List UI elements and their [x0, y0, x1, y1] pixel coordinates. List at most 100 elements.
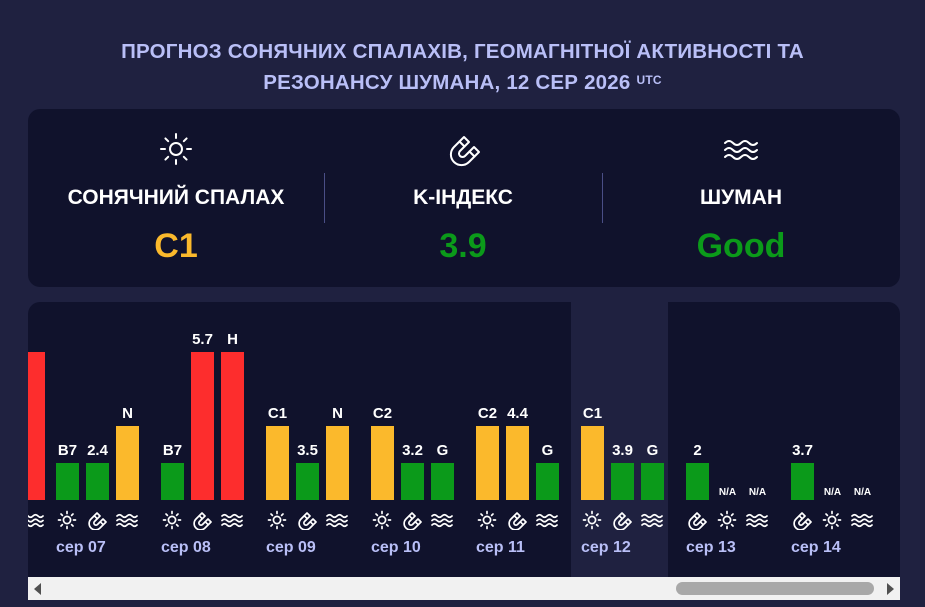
scroll-left-arrow-icon[interactable]: [34, 583, 41, 595]
bar-value-label: N/A: [823, 487, 842, 498]
sun-icon: [266, 510, 288, 530]
chart-bar[interactable]: [476, 426, 499, 500]
horizontal-scrollbar[interactable]: [28, 577, 900, 600]
flare-label: СОНЯЧНИЙ СПАЛАХ: [67, 186, 285, 209]
title-line-2-text: РЕЗОНАНСУ ШУМАНА, 12 СЕР 2026: [263, 71, 631, 94]
divider: [324, 173, 325, 223]
bar-value-label: G: [541, 442, 554, 459]
day-date-label: сер 11: [476, 539, 525, 556]
day-date-label: сер 09: [266, 539, 316, 556]
magnet-icon: [401, 510, 423, 531]
bar-value-label: 5.7: [192, 331, 213, 348]
chart-bar[interactable]: [791, 463, 814, 500]
bar-value-label: 3.2: [402, 442, 423, 459]
magnet-icon: [611, 510, 633, 531]
chart-bar[interactable]: [611, 463, 634, 500]
sun-icon: [821, 510, 843, 530]
chart-bar[interactable]: [116, 426, 139, 500]
schumann-label: ШУМАН: [700, 186, 782, 209]
sun-icon: [716, 510, 738, 530]
sun-icon: [161, 510, 183, 530]
magnet-icon: [86, 510, 108, 531]
day-date-label: сер 10: [371, 539, 421, 556]
waves-icon: [116, 510, 138, 530]
summary-kindex: K-ІНДЕКС 3.9: [324, 109, 602, 287]
magnet-icon: [449, 136, 480, 167]
chart-bar[interactable]: [221, 352, 244, 500]
sun-icon: [581, 510, 603, 530]
bar-value-label: N: [332, 405, 343, 422]
sun-icon: [56, 510, 78, 530]
chart-bar[interactable]: [28, 352, 45, 500]
chart-bar[interactable]: [86, 463, 109, 500]
chart-bar[interactable]: [56, 463, 79, 500]
page-title: ПРОГНОЗ СОНЯЧНИХ СПАЛАХІВ, ГЕОМАГНІТНОЇ …: [0, 36, 925, 98]
scrollbar-thumb[interactable]: [676, 582, 874, 595]
bar-value-label: 3.7: [792, 442, 813, 459]
bar-value-label: N/A: [853, 487, 872, 498]
bar-value-label: 4.4: [507, 405, 528, 422]
kindex-label: K-ІНДЕКС: [413, 186, 513, 209]
magnet-icon: [791, 510, 813, 531]
chart-bar[interactable]: [326, 426, 349, 500]
waves-icon: [221, 510, 243, 530]
chart-bar[interactable]: [266, 426, 289, 500]
day-date-label: сер 13: [686, 539, 736, 556]
bar-value-label: C1: [582, 405, 603, 422]
sun-icon: [160, 133, 192, 165]
bar-value-label: 3.5: [297, 442, 318, 459]
bar-value-label: C1: [267, 405, 288, 422]
timezone-label: UTC: [636, 73, 662, 87]
chart-bar[interactable]: [431, 463, 454, 500]
waves-icon: [431, 510, 453, 530]
day-date-label: сер 12: [581, 539, 631, 556]
chart-bar[interactable]: [296, 463, 319, 500]
magnet-icon: [506, 510, 528, 531]
title-line-2: РЕЗОНАНСУ ШУМАНА, 12 СЕР 2026 UTC: [0, 67, 925, 98]
bar-value-label: 3.9: [612, 442, 633, 459]
waves-icon: [746, 510, 768, 530]
summary-flare: СОНЯЧНИЙ СПАЛАХ C1: [28, 109, 324, 287]
kindex-value: 3.9: [439, 227, 487, 265]
bar-value-label: G: [436, 442, 449, 459]
bar-value-label: N/A: [748, 487, 767, 498]
day-date-label: сер 14: [791, 539, 841, 556]
bar-value-label: C2: [477, 405, 498, 422]
summary-panel: СОНЯЧНИЙ СПАЛАХ C1 K-ІНДЕКС 3.9 ШУМАН Go…: [28, 109, 900, 287]
waves-icon: [724, 140, 758, 160]
bar-value-label: N/A: [718, 487, 737, 498]
sun-icon: [476, 510, 498, 530]
flare-value: C1: [154, 227, 198, 265]
chart-bar[interactable]: [506, 426, 529, 500]
chart-bar[interactable]: [191, 352, 214, 500]
waves-icon: [326, 510, 348, 530]
chart-bar[interactable]: [686, 463, 709, 500]
waves-icon: [851, 510, 873, 530]
magnet-icon: [686, 510, 708, 531]
magnet-icon: [296, 510, 318, 531]
title-line-1: ПРОГНОЗ СОНЯЧНИХ СПАЛАХІВ, ГЕОМАГНІТНОЇ …: [121, 40, 804, 63]
chart-bar[interactable]: [581, 426, 604, 500]
chart-bar[interactable]: [371, 426, 394, 500]
day-date-label: сер 08: [161, 539, 211, 556]
chart-bar[interactable]: [641, 463, 664, 500]
chart-bar[interactable]: [536, 463, 559, 500]
magnet-icon: [191, 510, 213, 531]
scroll-right-arrow-icon[interactable]: [887, 583, 894, 595]
bar-value-label: C2: [372, 405, 393, 422]
bar-value-label: H: [227, 331, 238, 348]
bar-value-label: B7: [57, 442, 78, 459]
summary-schumann: ШУМАН Good: [602, 109, 880, 287]
day-date-label: сер 07: [56, 539, 106, 556]
waves-icon: [536, 510, 558, 530]
chart-bar[interactable]: [401, 463, 424, 500]
bar-value-label: 2.4: [87, 442, 108, 459]
bar-value-label: B7: [162, 442, 183, 459]
bar-value-label: 2: [693, 442, 702, 459]
divider: [602, 173, 603, 223]
schumann-value: Good: [696, 227, 786, 265]
bar-value-label: N: [122, 405, 133, 422]
chart-bar[interactable]: [161, 463, 184, 500]
bar-value-label: G: [646, 442, 659, 459]
